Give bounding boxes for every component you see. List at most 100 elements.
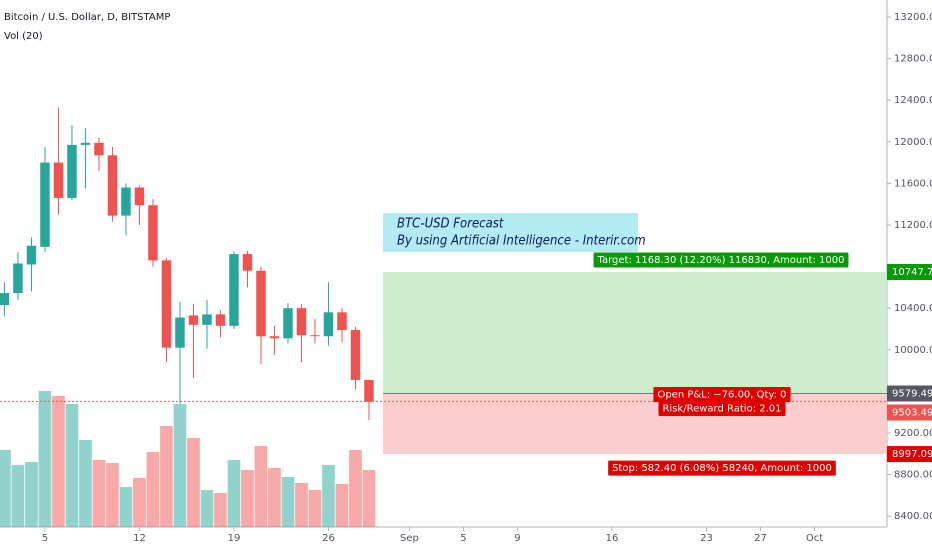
candle-body [80, 142, 91, 145]
stop-label: Stop: 582.40 (6.08%) 58240, Amount: 1000 [612, 463, 832, 474]
volume-bar [106, 463, 119, 527]
volume-bar [92, 460, 106, 527]
volume-bar [227, 460, 241, 527]
candle-body [107, 155, 118, 216]
annotation-text: BTC-USD Forecast [397, 217, 504, 232]
volume-bar [25, 462, 38, 527]
candle-body [296, 308, 307, 336]
candle-body [0, 293, 10, 306]
candle-body [364, 379, 374, 402]
candle-body [134, 187, 145, 206]
stop-zone [383, 393, 887, 455]
candle-body [350, 330, 361, 380]
candle-body [94, 142, 104, 156]
volume-bar [295, 483, 308, 527]
target-price-tag: 10747.79 [892, 267, 932, 278]
volume-bar [214, 493, 227, 527]
x-tick-label: 5 [42, 533, 48, 544]
volume-bar [281, 477, 295, 527]
x-tick-label: Oct [806, 533, 823, 544]
volume-bar [254, 446, 268, 527]
candle-body [188, 315, 199, 325]
annotation-text: By using Artificial Intelligence - Inter… [397, 234, 646, 249]
candle-body [229, 254, 239, 326]
volume-bar [200, 490, 214, 527]
candle-body [337, 312, 347, 331]
target-price-tag-bg [887, 263, 932, 280]
candle-body [256, 270, 266, 337]
volume-bar [308, 490, 322, 527]
volume-bar [362, 470, 376, 527]
x-tick-label: 5 [460, 533, 466, 544]
volume-bar [160, 426, 173, 527]
volume-bar [38, 391, 52, 527]
target-label-bg [593, 252, 849, 268]
candle-body [202, 314, 212, 325]
ratio-label: Risk/Reward Ratio: 2.01 [662, 404, 781, 415]
last-price-tag-bg [887, 404, 932, 421]
y-tick-label: 12800.00 [894, 54, 932, 65]
y-tick-label: 12000.00 [894, 137, 932, 148]
volume-bar [133, 478, 146, 527]
target-label: Target: 1168.30 (12.20%) 116830, Amount:… [597, 255, 845, 266]
y-tick-label: 9200.00 [894, 428, 932, 439]
candle-body [26, 245, 37, 265]
pnl-label-bg [653, 387, 791, 403]
candle-body [215, 314, 226, 326]
candle-body [283, 308, 293, 339]
volume-bar [349, 450, 362, 527]
candle-body [161, 260, 172, 348]
candle-body [121, 187, 131, 216]
y-tick-label: 8400.00 [894, 511, 932, 522]
volume-bar [268, 468, 281, 527]
y-tick-label: 10000.00 [894, 345, 932, 356]
candle-body [310, 335, 320, 337]
volume-bar [187, 438, 200, 527]
volume-title: Vol (20) [4, 31, 43, 42]
volume-bar [241, 470, 254, 527]
pnl-label: Open P&L: −76.00, Qty: 0 [657, 390, 786, 401]
x-tick-label: 19 [228, 533, 241, 544]
volume-bar [65, 404, 79, 527]
x-tick-label: Sep [400, 533, 419, 544]
x-tick-label: 23 [700, 533, 713, 544]
volume-bar [119, 487, 133, 527]
last-price-tag: 9503.49 [892, 408, 932, 419]
stop-label-bg [608, 460, 836, 476]
volume-bar [11, 465, 25, 527]
candle-body [40, 162, 50, 247]
target-zone [383, 271, 887, 394]
entry-price-tag: 9579.49 [892, 389, 932, 400]
y-tick-label: 13200.00 [894, 12, 932, 23]
volume-bar [173, 404, 187, 527]
candle-body [53, 162, 64, 198]
volume-bar [146, 452, 160, 527]
volume-bar [0, 450, 11, 527]
y-tick-label: 11200.00 [894, 220, 932, 231]
candle-body [148, 205, 158, 261]
y-tick-label: 11600.00 [894, 178, 932, 189]
stop-price-tag: 8997.09 [892, 449, 932, 460]
candle-body [323, 312, 334, 337]
volume-bar [335, 484, 349, 527]
candle-body [67, 144, 77, 198]
candle-body [13, 263, 23, 294]
entry-price-tag-bg [887, 385, 932, 402]
x-tick-label: 16 [606, 533, 619, 544]
x-tick-label: 27 [754, 533, 767, 544]
y-tick-label: 10400.00 [894, 303, 932, 314]
candle-body [269, 336, 280, 339]
y-tick-label: 12400.00 [894, 95, 932, 106]
ratio-label-bg [658, 401, 786, 417]
x-tick-label: 9 [514, 533, 520, 544]
x-tick-label: 12 [133, 533, 146, 544]
chart-title: Bitcoin / U.S. Dollar, D, BITSTAMP [4, 12, 170, 23]
volume-bar [79, 440, 92, 527]
x-tick-label: 26 [322, 533, 335, 544]
stop-price-tag-bg [887, 446, 932, 463]
annotation-bg [383, 213, 639, 252]
volume-bar [322, 465, 335, 527]
volume-bar [52, 396, 65, 527]
candle-body [242, 254, 253, 271]
